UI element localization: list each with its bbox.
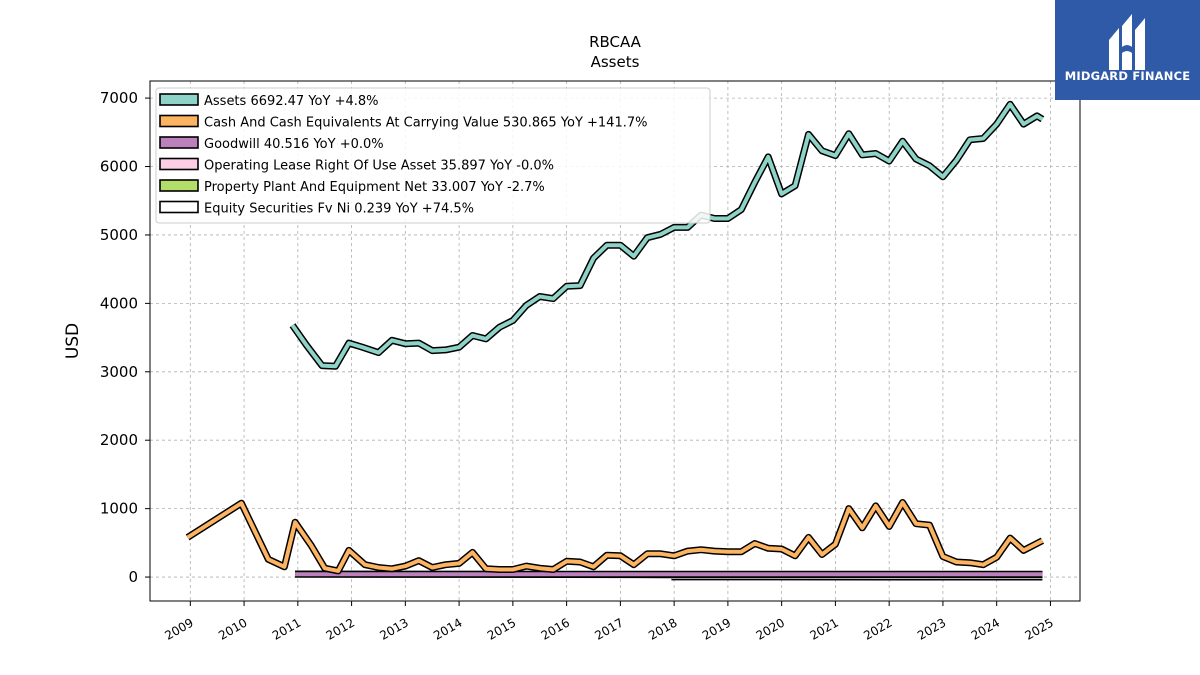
x-tick-label: 2022 (861, 615, 894, 642)
legend-swatch (159, 136, 199, 149)
legend-label: Operating Lease Right Of Use Asset 35.89… (204, 159, 554, 174)
chart-subtitle: Assets (590, 53, 640, 71)
x-tick-label: 2017 (592, 615, 625, 642)
brand-logo: MIDGARD FINANCE (1055, 0, 1200, 100)
x-tick-label: 2015 (485, 615, 518, 642)
midgard-monogram-icon (1109, 14, 1145, 70)
chart-title: RBCAA (589, 33, 641, 51)
y-tick-label: 2000 (100, 431, 138, 449)
y-tick-label: 1000 (100, 500, 138, 518)
legend-swatch (159, 179, 199, 192)
y-tick-label: 3000 (100, 363, 138, 381)
legend-label: Assets 6692.47 YoY +4.8% (204, 94, 379, 109)
y-tick-label: 4000 (100, 294, 138, 312)
x-tick-label: 2020 (754, 615, 787, 642)
legend-label: Goodwill 40.516 YoY +0.0% (204, 137, 384, 152)
legend-label: Property Plant And Equipment Net 33.007 … (204, 180, 545, 195)
x-tick-label: 2012 (324, 615, 357, 642)
legend-label: Equity Securities Fv Ni 0.239 YoY +74.5% (204, 202, 474, 217)
legend-swatch (159, 157, 199, 171)
x-tick-label: 2013 (377, 615, 410, 642)
plot-frame (149, 80, 1081, 602)
series-outline (185, 499, 1045, 575)
legend-swatch (159, 200, 199, 214)
y-axis-label: USD (63, 323, 83, 359)
x-tick-label: 2011 (270, 615, 303, 642)
x-tick-label: 2025 (1022, 615, 1055, 642)
x-tick-label: 2016 (539, 615, 572, 642)
legend-swatch (159, 93, 199, 106)
series-line (186, 500, 1044, 573)
brand-name: MIDGARD FINANCE (1064, 69, 1191, 83)
x-tick-label: 2024 (969, 615, 1002, 642)
x-tick-label: 2009 (162, 615, 195, 642)
legend-label: Cash And Cash Equivalents At Carrying Va… (204, 116, 647, 131)
y-tick-label: 7000 (100, 89, 138, 107)
x-tick-label: 2018 (646, 615, 679, 642)
legend-box (155, 87, 711, 224)
x-tick-label: 2019 (700, 615, 733, 642)
series-line (290, 102, 1044, 369)
x-tick-label: 2014 (431, 615, 464, 642)
x-tick-label: 2023 (915, 615, 948, 642)
x-tick-label: 2010 (216, 615, 249, 642)
y-tick-label: 6000 (100, 158, 138, 176)
y-tick-label: 0 (128, 568, 138, 586)
y-tick-label: 5000 (100, 226, 138, 244)
legend-swatch (159, 114, 199, 128)
x-tick-label: 2021 (807, 615, 840, 642)
